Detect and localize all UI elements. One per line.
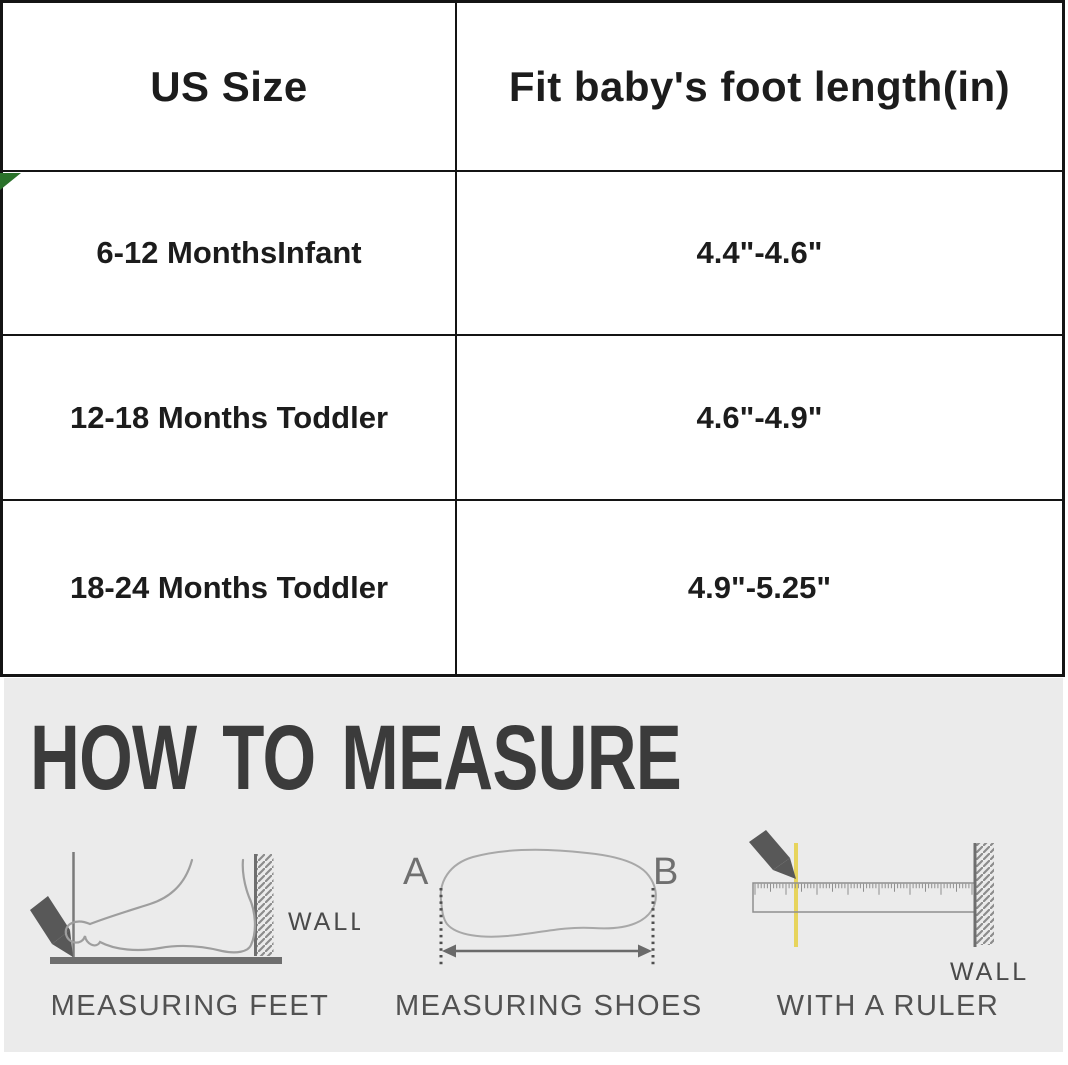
- caption-with-a-ruler: WITH A RULER: [776, 990, 1000, 1022]
- sole-outline: [439, 848, 657, 938]
- pencil-icon: [749, 830, 796, 879]
- us-size-cell: 6-12 MonthsInfant: [96, 235, 362, 270]
- measuring-shoes-illustration: A B: [403, 848, 678, 968]
- with-ruler-illustration: WALL: [749, 830, 1029, 986]
- us-size-cell: 12-18 Months Toddler: [69, 399, 389, 435]
- ruler-ticks: [754, 883, 973, 895]
- length-arrow: [442, 944, 652, 958]
- wall-hatch: [976, 843, 994, 945]
- caption-measuring-shoes: MEASURING SHOES: [395, 990, 703, 1022]
- table-row: 12-18 Months Toddler 4.6"-4.9": [3, 334, 1062, 499]
- table-row: 18-24 Months Toddler 4.9"-5.25": [3, 499, 1062, 674]
- foot-length-cell: 4.9"-5.25": [455, 501, 1062, 674]
- foot-length-cell: 4.6"-4.9": [455, 336, 1062, 499]
- caption-measuring-feet: MEASURING FEET: [50, 990, 330, 1022]
- how-to-measure-title: HOW TO MEASURE: [30, 707, 682, 809]
- point-b-label: B: [653, 851, 678, 893]
- wall-label: WALL: [950, 958, 1029, 986]
- us-size-cell: 18-24 Months Toddler: [69, 569, 389, 605]
- green-corner-marker: [0, 173, 21, 190]
- how-to-measure-panel: [4, 678, 1063, 1052]
- size-chart-table: US Size Fit baby's foot length(in) 6-12 …: [0, 0, 1065, 677]
- ground-bar: [50, 957, 282, 964]
- table-header-row: US Size Fit baby's foot length(in): [3, 3, 1062, 170]
- header-foot-length: Fit baby's foot length(in): [455, 3, 1062, 170]
- measuring-feet-illustration: WALL: [30, 852, 360, 964]
- foot-length-cell: 4.4"-4.6": [455, 172, 1062, 334]
- foot-outline: [64, 858, 256, 954]
- wall-hatch: [256, 854, 274, 956]
- header-us-size: US Size: [150, 62, 308, 110]
- table-row: 6-12 MonthsInfant 4.4"-4.6": [3, 170, 1062, 334]
- point-a-label: A: [403, 851, 429, 893]
- wall-label: WALL: [288, 908, 360, 936]
